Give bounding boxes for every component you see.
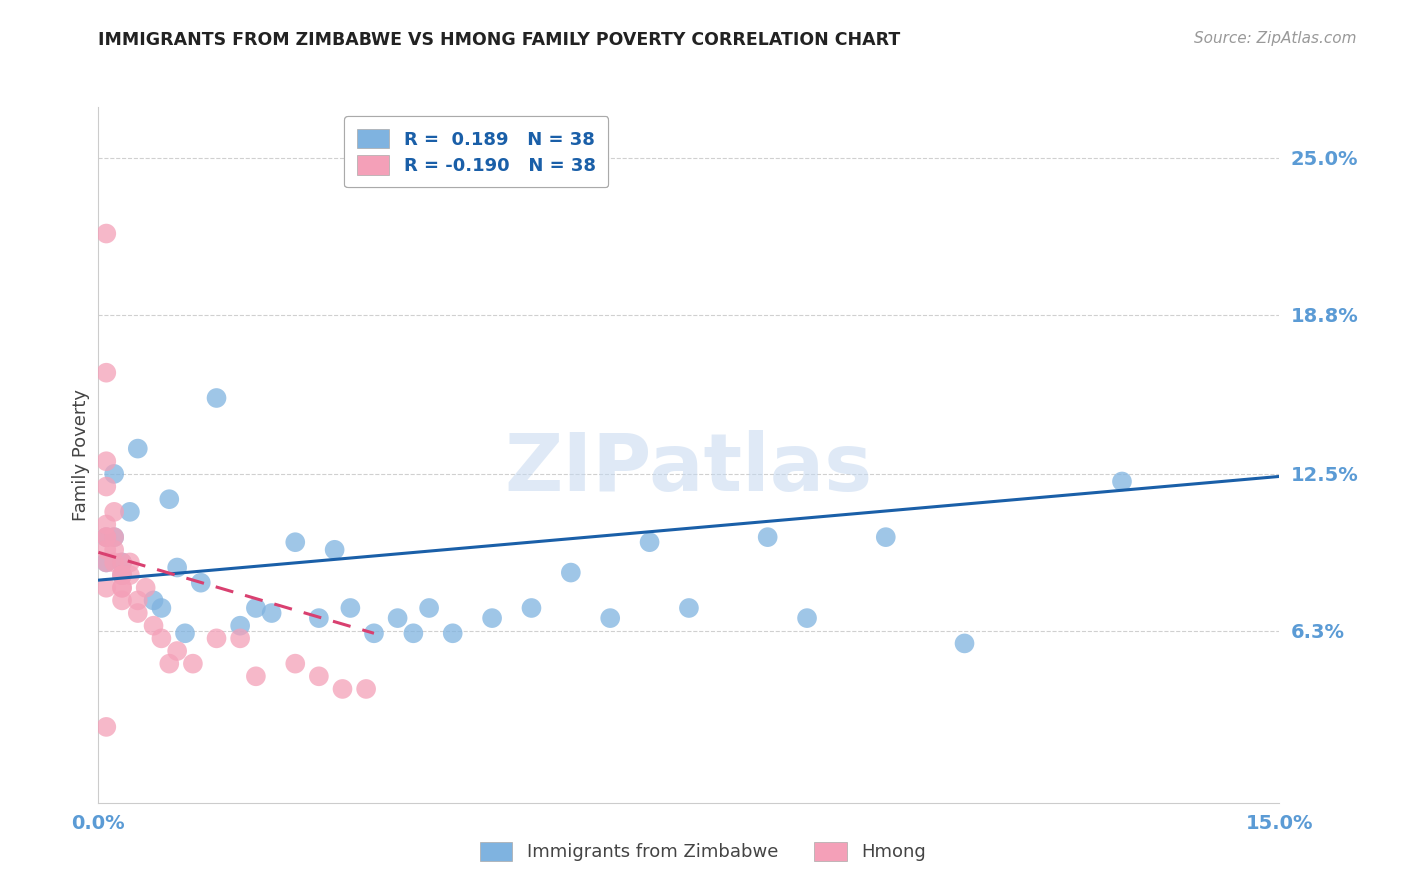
Point	[796, 611, 818, 625]
Point	[127, 442, 149, 456]
Point	[205, 391, 228, 405]
Point	[111, 556, 134, 570]
Point	[96, 454, 118, 468]
Legend: R =  0.189   N = 38, R = -0.190   N = 38: R = 0.189 N = 38, R = -0.190 N = 38	[344, 116, 609, 187]
Text: ZIPatlas: ZIPatlas	[505, 430, 873, 508]
Point	[111, 568, 134, 582]
Point	[638, 535, 661, 549]
Point	[339, 601, 361, 615]
Point	[96, 581, 118, 595]
Point	[142, 593, 165, 607]
Point	[308, 611, 330, 625]
Point	[103, 530, 125, 544]
Point	[118, 505, 141, 519]
Point	[678, 601, 700, 615]
Text: Source: ZipAtlas.com: Source: ZipAtlas.com	[1194, 31, 1357, 46]
Point	[245, 601, 267, 615]
Point	[205, 632, 228, 646]
Point	[111, 581, 134, 595]
Point	[111, 568, 134, 582]
Point	[96, 556, 118, 570]
Point	[402, 626, 425, 640]
Point	[96, 556, 118, 570]
Point	[103, 467, 125, 481]
Point	[96, 720, 118, 734]
Point	[111, 568, 134, 582]
Point	[181, 657, 204, 671]
Point	[323, 542, 346, 557]
Point	[142, 618, 165, 632]
Point	[599, 611, 621, 625]
Point	[166, 560, 188, 574]
Point	[441, 626, 464, 640]
Point	[103, 505, 125, 519]
Point	[96, 517, 118, 532]
Point	[875, 530, 897, 544]
Point	[1111, 475, 1133, 489]
Point	[150, 601, 173, 615]
Point	[96, 227, 118, 241]
Point	[127, 593, 149, 607]
Point	[150, 632, 173, 646]
Point	[481, 611, 503, 625]
Point	[118, 568, 141, 582]
Point	[96, 530, 118, 544]
Point	[103, 556, 125, 570]
Point	[190, 575, 212, 590]
Point	[245, 669, 267, 683]
Point	[284, 657, 307, 671]
Point	[96, 530, 118, 544]
Point	[111, 556, 134, 570]
Point	[953, 636, 976, 650]
Point	[111, 593, 134, 607]
Point	[229, 618, 252, 632]
Legend: Immigrants from Zimbabwe, Hmong: Immigrants from Zimbabwe, Hmong	[467, 829, 939, 874]
Point	[387, 611, 409, 625]
Point	[96, 530, 118, 544]
Point	[520, 601, 543, 615]
Point	[135, 581, 157, 595]
Point	[308, 669, 330, 683]
Point	[157, 657, 180, 671]
Point	[103, 530, 125, 544]
Point	[354, 681, 377, 696]
Point	[418, 601, 440, 615]
Point	[118, 556, 141, 570]
Point	[560, 566, 582, 580]
Point	[96, 479, 118, 493]
Y-axis label: Family Poverty: Family Poverty	[72, 389, 90, 521]
Point	[96, 366, 118, 380]
Point	[103, 542, 125, 557]
Point	[332, 681, 354, 696]
Point	[127, 606, 149, 620]
Text: IMMIGRANTS FROM ZIMBABWE VS HMONG FAMILY POVERTY CORRELATION CHART: IMMIGRANTS FROM ZIMBABWE VS HMONG FAMILY…	[98, 31, 901, 49]
Point	[229, 632, 252, 646]
Point	[363, 626, 385, 640]
Point	[157, 492, 180, 507]
Point	[756, 530, 779, 544]
Point	[111, 581, 134, 595]
Point	[166, 644, 188, 658]
Point	[174, 626, 197, 640]
Point	[284, 535, 307, 549]
Point	[260, 606, 283, 620]
Point	[96, 542, 118, 557]
